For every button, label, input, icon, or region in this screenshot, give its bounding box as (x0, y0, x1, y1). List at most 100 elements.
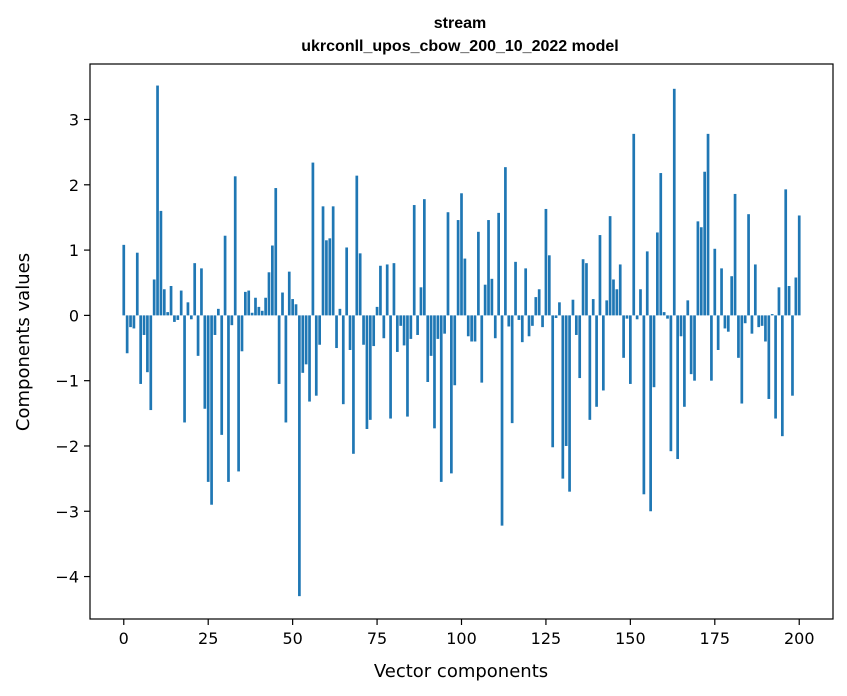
y-tick-label--1: −1 (55, 372, 79, 391)
x-tick-label-175: 175 (700, 629, 731, 648)
bar-110 (493, 315, 497, 339)
x-tick-label-200: 200 (784, 629, 815, 648)
bar-69 (355, 175, 359, 316)
bar-90 (426, 315, 430, 382)
bar-71 (362, 315, 365, 345)
bar-137 (585, 263, 588, 316)
bar-52 (298, 315, 301, 597)
bar-58 (318, 315, 321, 345)
bar-24 (203, 315, 207, 409)
bar-86 (412, 205, 416, 316)
bar-125 (544, 208, 548, 316)
bar-133 (571, 299, 575, 316)
bar-165 (679, 315, 683, 337)
y-tick-label-0: 0 (69, 306, 79, 325)
bar-113 (504, 167, 507, 316)
bar-112 (500, 315, 504, 526)
bar-40 (257, 306, 261, 316)
bar-87 (416, 315, 419, 335)
bar-85 (409, 315, 413, 339)
bar-72 (365, 315, 369, 429)
bar-171 (699, 227, 703, 316)
x-tick-label-125: 125 (531, 629, 562, 648)
bar-173 (706, 133, 710, 316)
bar-109 (490, 278, 494, 316)
bar-123 (537, 289, 541, 316)
bar-63 (335, 315, 338, 349)
bar-127 (551, 315, 555, 448)
bar-122 (534, 297, 538, 316)
bar-3 (132, 315, 136, 329)
bar-84 (406, 315, 409, 417)
bar-132 (568, 315, 571, 492)
bar-200 (797, 215, 801, 316)
bar-75 (375, 306, 379, 316)
bar-156 (649, 315, 652, 512)
bar-48 (284, 315, 288, 423)
x-tick-label-100: 100 (446, 629, 477, 648)
bar-115 (510, 315, 514, 424)
bar-45 (274, 188, 278, 316)
bar-51 (294, 304, 298, 316)
bar-37 (247, 290, 251, 316)
bar-105 (477, 231, 480, 316)
bar-164 (676, 315, 679, 460)
bar-163 (672, 88, 676, 316)
bar-166 (683, 315, 686, 407)
bar-116 (514, 261, 517, 316)
bar-14 (169, 286, 173, 316)
bar-190 (764, 315, 767, 342)
bar-9 (152, 279, 156, 316)
bar-1 (125, 315, 129, 354)
bar-96 (446, 212, 450, 316)
bar-46 (277, 315, 281, 384)
bar-150 (629, 315, 632, 384)
bar-83 (402, 315, 406, 346)
bar-101 (463, 258, 467, 316)
bar-168 (689, 315, 693, 375)
bar-74 (372, 315, 376, 347)
bar-162 (669, 315, 673, 452)
bar-88 (419, 287, 423, 316)
bar-82 (399, 315, 403, 326)
bar-8 (149, 315, 153, 411)
y-tick-label--4: −4 (55, 568, 79, 587)
bar-10 (156, 85, 159, 316)
bar-26 (210, 315, 213, 505)
bar-81 (395, 315, 399, 352)
bar-43 (267, 272, 271, 316)
bar-172 (703, 171, 707, 316)
bar-36 (244, 291, 247, 316)
y-tick-label--3: −3 (55, 502, 79, 521)
bar-23 (200, 268, 203, 316)
bar-5 (139, 315, 143, 384)
bar-154 (642, 315, 646, 495)
bar-131 (564, 315, 568, 446)
x-axis: 0 25 50 75 100 125 150 175 200 (119, 619, 815, 648)
bar-149 (625, 315, 629, 319)
bar-12 (162, 289, 166, 316)
bar-188 (757, 315, 761, 328)
bar-0 (122, 244, 126, 316)
bar-94 (439, 315, 443, 482)
bar-13 (166, 312, 170, 316)
bar-182 (737, 315, 740, 358)
bar-167 (686, 300, 690, 316)
bar-185 (747, 214, 750, 316)
bar-119 (524, 268, 528, 316)
bar-146 (615, 289, 619, 316)
bar-198 (791, 315, 794, 396)
bar-73 (368, 315, 372, 420)
bar-121 (531, 315, 534, 326)
bar-160 (662, 312, 666, 316)
bar-144 (608, 216, 612, 316)
bar-47 (281, 292, 284, 316)
y-axis: −4 −3 −2 −1 0 1 2 3 (55, 111, 90, 587)
bar-151 (632, 133, 636, 316)
bar-70 (358, 253, 362, 316)
chart-subtitle: ukrconll_upos_cbow_200_10_2022 model (301, 38, 618, 55)
plot-frame (89, 63, 834, 620)
bar-76 (379, 265, 382, 316)
bar-15 (173, 315, 176, 322)
